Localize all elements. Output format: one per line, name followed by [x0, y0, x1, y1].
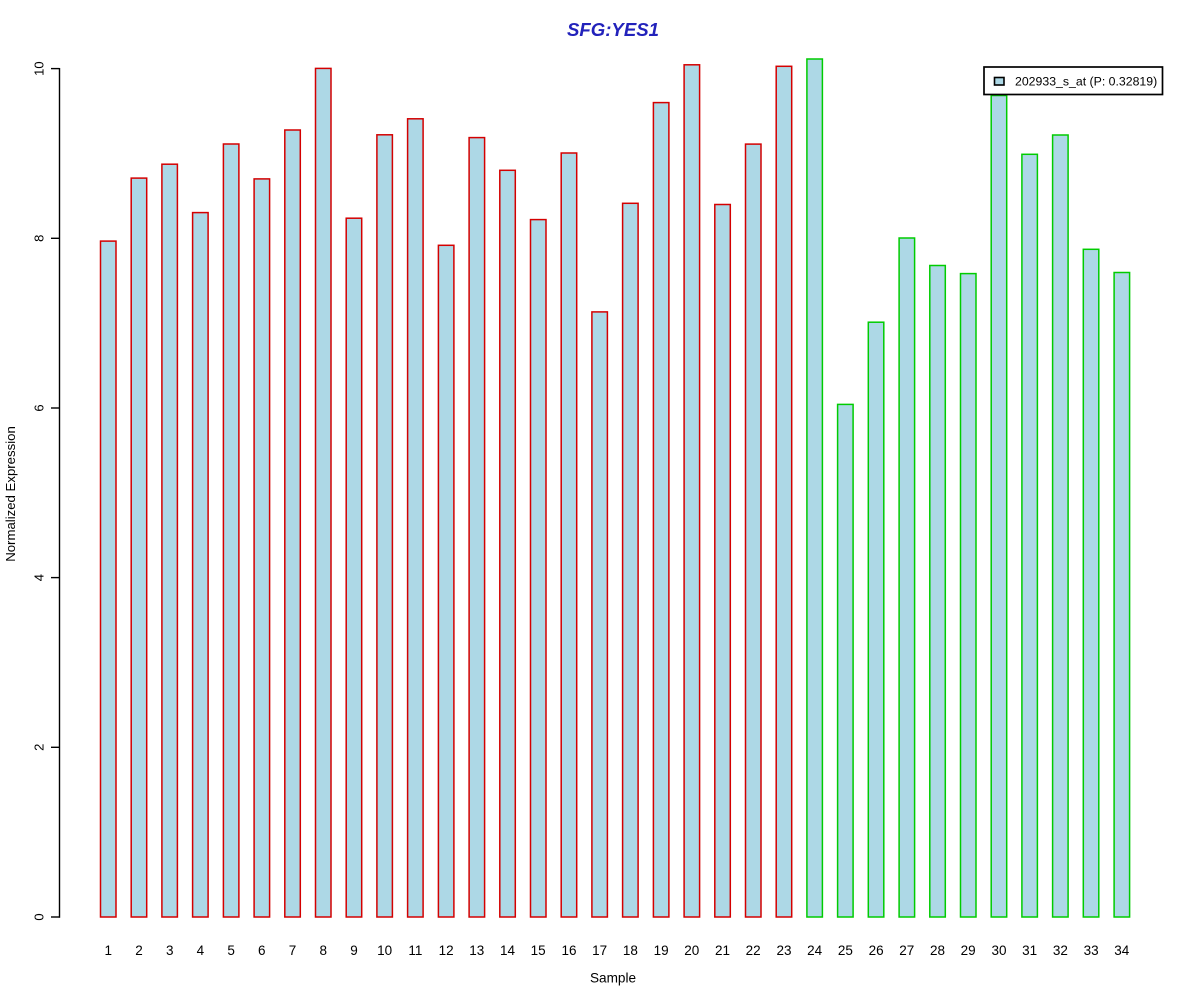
svg-text:21: 21	[715, 943, 730, 958]
svg-text:0: 0	[32, 913, 47, 920]
svg-text:27: 27	[899, 943, 914, 958]
svg-text:23: 23	[776, 943, 791, 958]
svg-text:10: 10	[32, 61, 47, 75]
svg-text:15: 15	[531, 943, 546, 958]
svg-text:1: 1	[104, 943, 112, 958]
svg-text:13: 13	[469, 943, 484, 958]
svg-text:4: 4	[197, 943, 205, 958]
svg-text:24: 24	[807, 943, 823, 958]
svg-text:20: 20	[684, 943, 699, 958]
svg-text:16: 16	[561, 943, 576, 958]
svg-text:Normalized Expression: Normalized Expression	[3, 426, 18, 562]
svg-text:19: 19	[654, 943, 669, 958]
svg-text:26: 26	[869, 943, 884, 958]
svg-text:18: 18	[623, 943, 638, 958]
svg-text:SFG:YES1: SFG:YES1	[567, 19, 659, 40]
svg-text:2: 2	[135, 943, 143, 958]
svg-text:6: 6	[32, 404, 47, 411]
svg-text:22: 22	[746, 943, 761, 958]
svg-text:32: 32	[1053, 943, 1068, 958]
svg-text:30: 30	[991, 943, 1006, 958]
svg-text:17: 17	[592, 943, 607, 958]
svg-text:3: 3	[166, 943, 174, 958]
svg-text:4: 4	[32, 574, 47, 581]
svg-text:8: 8	[319, 943, 327, 958]
svg-text:2: 2	[32, 744, 47, 751]
svg-text:5: 5	[227, 943, 235, 958]
svg-text:31: 31	[1022, 943, 1037, 958]
svg-text:10: 10	[377, 943, 392, 958]
svg-text:33: 33	[1084, 943, 1099, 958]
svg-text:34: 34	[1114, 943, 1130, 958]
svg-text:Sample: Sample	[590, 971, 636, 986]
svg-text:8: 8	[32, 235, 47, 242]
svg-text:9: 9	[350, 943, 358, 958]
svg-text:14: 14	[500, 943, 516, 958]
svg-text:28: 28	[930, 943, 945, 958]
svg-text:6: 6	[258, 943, 266, 958]
svg-text:29: 29	[961, 943, 976, 958]
svg-text:202933_s_at (P: 0.32819): 202933_s_at (P: 0.32819)	[1015, 75, 1157, 89]
svg-text:12: 12	[439, 943, 454, 958]
svg-text:11: 11	[408, 943, 422, 958]
svg-text:25: 25	[838, 943, 853, 958]
svg-text:7: 7	[289, 943, 297, 958]
